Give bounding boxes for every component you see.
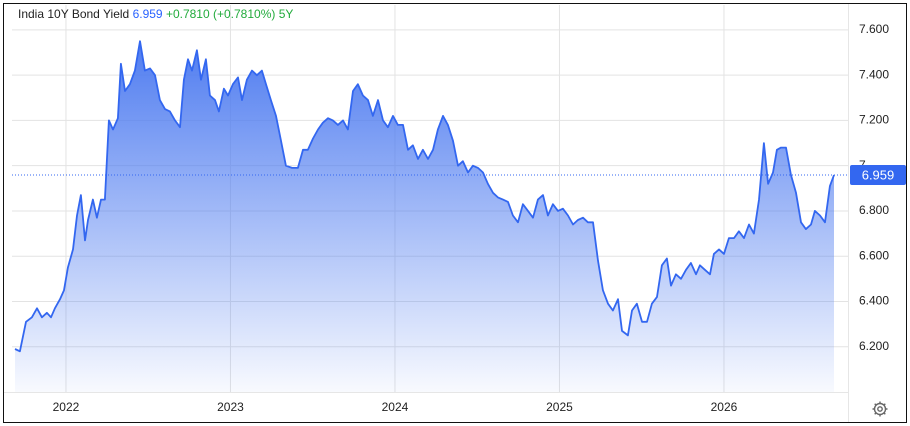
chart-title: India 10Y Bond Yield (18, 7, 129, 21)
last-value-tag (850, 164, 906, 185)
y-tick-label: 7.600 (859, 22, 889, 36)
y-tick-label: 6.800 (859, 203, 889, 217)
x-tick-label: 2025 (546, 400, 573, 414)
last-value-tag-label: 6.959 (862, 167, 895, 182)
y-tick-label: 7 (859, 158, 866, 172)
y-tick-label: 7.200 (859, 113, 889, 127)
area-fill (15, 41, 834, 392)
y-tick-label: 7.400 (859, 67, 889, 81)
plot-layer (12, 40, 848, 392)
y-tick-label: 6.400 (859, 294, 889, 308)
settings-icon[interactable] (872, 401, 888, 417)
y-tick-label: 6.600 (859, 248, 889, 262)
change: +0.7810 (166, 7, 210, 21)
last-value: 6.959 (133, 7, 163, 21)
period: 5Y (279, 7, 294, 21)
label-layer: 6.200 6.400 6.600 6.800 7 7.200 7.400 7.600 2022… (53, 22, 906, 414)
line (14, 40, 835, 353)
header: India 10Y Bond Yield 6.959 +0.7810 (+0.7… (18, 7, 293, 21)
x-tick-label: 2023 (217, 400, 244, 414)
x-tick-label: 2026 (711, 400, 738, 414)
change-percent: (+0.7810%) (213, 7, 275, 21)
x-tick-label: 2024 (382, 400, 409, 414)
x-tick-label: 2022 (53, 400, 80, 414)
y-tick-label: 6.200 (859, 339, 889, 353)
